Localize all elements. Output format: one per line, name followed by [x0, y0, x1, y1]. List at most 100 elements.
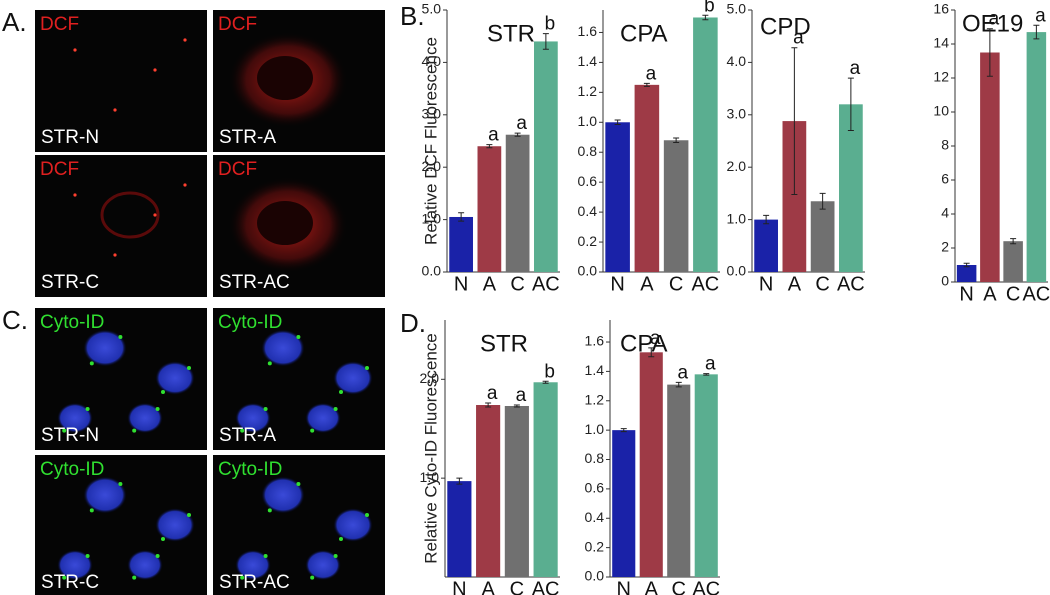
- bar: [504, 405, 529, 577]
- nucleus: [83, 329, 127, 367]
- puncta: [310, 575, 315, 580]
- y-tick-label: 1.6: [578, 23, 598, 39]
- bar: [663, 140, 689, 272]
- micrograph: [35, 155, 207, 297]
- x-tick-label: A: [481, 578, 495, 595]
- nucleus: [305, 549, 341, 581]
- x-tick-label: AC: [691, 273, 719, 295]
- puncta: [296, 335, 301, 339]
- significance-letter: a: [488, 125, 499, 146]
- y-tick-label: 1.0: [585, 421, 605, 437]
- error-bar: [542, 380, 549, 384]
- bar: [980, 52, 1000, 282]
- chart-title: CPA: [620, 20, 668, 47]
- x-tick-label: A: [788, 273, 802, 295]
- y-tick-label: 2.0: [422, 158, 442, 174]
- bar: [1003, 241, 1023, 282]
- speck: [153, 213, 157, 217]
- y-tick-label: 12: [933, 69, 949, 85]
- bar: [839, 104, 863, 272]
- significance-letter: a: [516, 113, 527, 134]
- panel-letter: A.: [2, 7, 27, 37]
- puncta: [240, 428, 245, 433]
- image-label: STR-AC: [219, 572, 290, 593]
- significance-letter: a: [989, 9, 1000, 30]
- bar: [1026, 32, 1047, 282]
- error-bar: [819, 192, 826, 210]
- image-label: STR-N: [41, 425, 99, 446]
- significance-letter: a: [650, 328, 661, 349]
- nucleus: [257, 56, 313, 100]
- y-tick-label: 1.6: [585, 333, 605, 349]
- nucleus: [127, 402, 163, 434]
- puncta: [85, 407, 90, 411]
- bar: [956, 265, 977, 282]
- nucleus: [235, 549, 271, 581]
- puncta: [85, 554, 90, 558]
- error-bar: [542, 33, 549, 50]
- bar: [533, 382, 558, 577]
- puncta: [161, 390, 165, 394]
- error-bar: [643, 82, 650, 87]
- speck: [113, 253, 117, 257]
- puncta: [310, 428, 315, 433]
- y-tick-label: 6: [941, 171, 949, 187]
- nucleus: [155, 508, 195, 542]
- speck: [73, 48, 77, 52]
- y-tick-label: 0.4: [585, 509, 605, 525]
- image-label: STR-AC: [219, 272, 290, 293]
- nucleus: [127, 549, 163, 581]
- puncta: [267, 508, 272, 513]
- significance-letter: a: [646, 63, 657, 84]
- bar: [534, 41, 558, 272]
- image-label: STR-N: [41, 127, 99, 148]
- significance-letter: a: [487, 383, 498, 404]
- bar: [605, 122, 630, 273]
- stain-label: DCF: [40, 159, 79, 180]
- y-tick-label: 5.0: [422, 1, 442, 17]
- puncta: [161, 537, 165, 541]
- puncta: [365, 366, 369, 370]
- nucleus: [333, 361, 373, 395]
- puncta: [339, 537, 343, 541]
- speck: [183, 38, 187, 42]
- significance-letter: a: [850, 58, 861, 79]
- stain-label: Cyto-ID: [218, 459, 282, 480]
- stain-label: DCF: [218, 159, 257, 180]
- y-tick-label: 0: [941, 273, 949, 289]
- y-tick-label: 2.0: [727, 158, 747, 174]
- y-tick-label: 1.2: [578, 83, 598, 99]
- y-tick-label: 1.4: [585, 362, 605, 378]
- micrographs: [35, 10, 385, 595]
- bar: [447, 481, 472, 577]
- y-tick-label: 0.6: [585, 480, 605, 496]
- significance-letter: a: [677, 362, 688, 383]
- y-tick-label: 0.6: [578, 173, 598, 189]
- significance-letter: a: [516, 385, 527, 406]
- chart-title: OE19: [962, 10, 1023, 37]
- nucleus: [257, 201, 313, 245]
- bar: [810, 201, 835, 272]
- puncta: [62, 575, 67, 580]
- puncta: [89, 361, 94, 366]
- image-label: STR-A: [219, 425, 276, 446]
- puncta: [132, 575, 137, 580]
- bar: [449, 216, 473, 272]
- x-tick-label: C: [1006, 283, 1020, 305]
- y-tick-label: 0.8: [585, 450, 605, 466]
- chart-title: CPD: [760, 13, 811, 40]
- bar: [612, 430, 636, 577]
- y-tick-label: 2: [941, 239, 949, 255]
- significance-letter: a: [1035, 5, 1046, 26]
- image-label: STR-C: [41, 272, 99, 293]
- puncta: [187, 366, 191, 370]
- y-tick-label: 1.2: [585, 391, 605, 407]
- puncta: [62, 428, 67, 433]
- chart-title: STR: [487, 20, 535, 47]
- error-bar: [673, 137, 680, 143]
- puncta: [339, 390, 343, 394]
- puncta: [267, 361, 272, 366]
- nucleus: [235, 402, 271, 434]
- x-tick-label: AC: [692, 578, 720, 595]
- error-bar: [791, 47, 798, 195]
